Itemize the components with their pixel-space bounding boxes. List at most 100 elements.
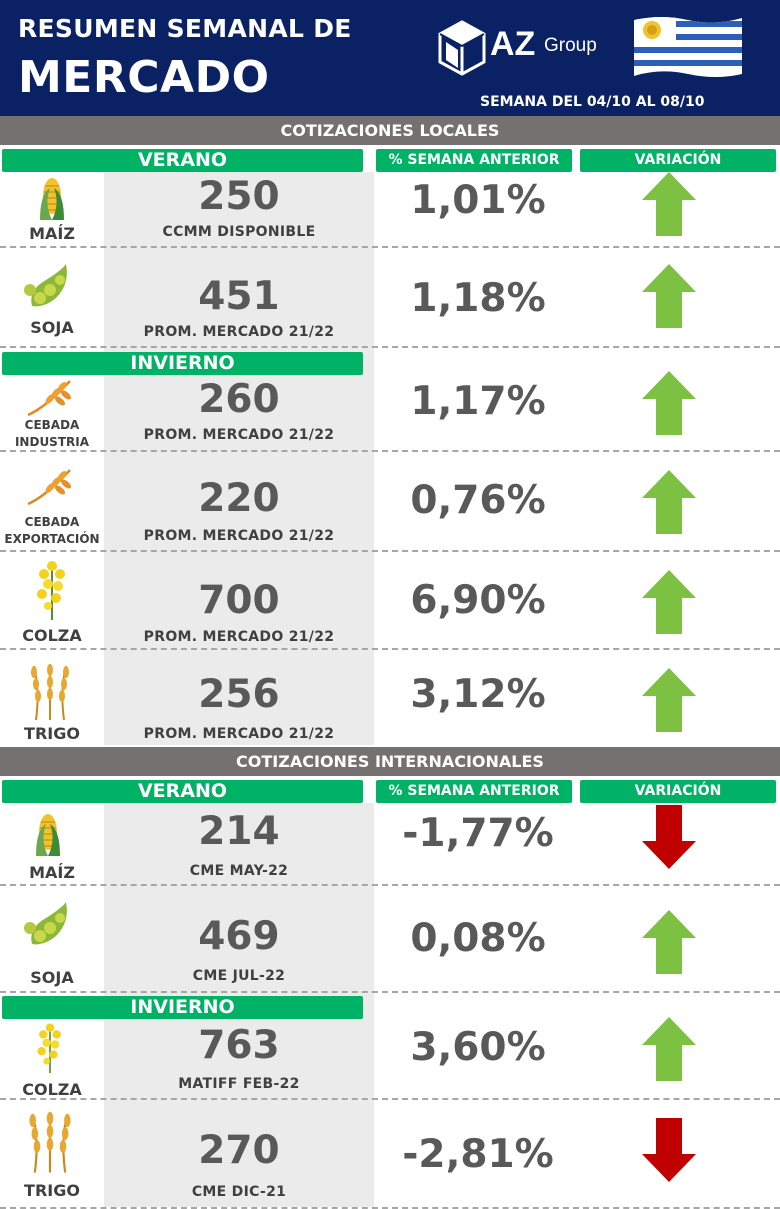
row-divider bbox=[0, 246, 780, 248]
row-divider bbox=[0, 550, 780, 552]
logo-group-text: Group bbox=[544, 35, 597, 56]
arrow-up-icon bbox=[642, 668, 696, 732]
crop-label: COLZA bbox=[22, 1080, 82, 1099]
crop-label: COLZA bbox=[22, 626, 82, 645]
crop-label: MAÍZ bbox=[29, 863, 75, 882]
pct-change: 6,90% bbox=[410, 578, 546, 623]
title-line2: MERCADO bbox=[18, 52, 270, 103]
price-source: PROM. MERCADO 21/22 bbox=[143, 528, 335, 544]
crop-label: SOJA bbox=[30, 318, 74, 337]
arrow-up-icon bbox=[642, 1017, 696, 1081]
corn-icon bbox=[40, 178, 64, 220]
wheat-icon bbox=[31, 664, 69, 720]
arrow-up-icon bbox=[642, 172, 696, 236]
crop-label: TRIGO bbox=[24, 724, 80, 743]
rapeseed-icon bbox=[37, 1023, 61, 1073]
crop-label-line2: EXPORTACIÓN bbox=[4, 532, 100, 546]
crop-label-line2: INDUSTRIA bbox=[14, 435, 90, 449]
row-divider bbox=[0, 884, 780, 886]
local-winter-header: INVIERNO bbox=[2, 352, 363, 375]
local-row-soja: SOJA 451 PROM. MERCADO 21/22 1,18% bbox=[0, 248, 780, 346]
crop-label: TRIGO bbox=[24, 1181, 80, 1200]
pct-change: 1,17% bbox=[410, 379, 546, 424]
week-range: SEMANA DEL 04/10 AL 08/10 bbox=[480, 94, 705, 110]
price-source: PROM. MERCADO 21/22 bbox=[143, 726, 335, 742]
pct-change: 0,08% bbox=[410, 916, 546, 961]
international-variation-header: VARIACIÓN bbox=[580, 780, 776, 803]
arrow-up-icon bbox=[642, 910, 696, 974]
price-source: PROM. MERCADO 21/22 bbox=[143, 427, 335, 443]
title-line1: RESUMEN SEMANAL DE bbox=[18, 14, 352, 43]
local-pct-header: % SEMANA ANTERIOR bbox=[376, 149, 572, 172]
local-row-trigo: TRIGO 256 PROM. MERCADO 21/22 3,12% bbox=[0, 650, 780, 745]
crop-label: CEBADA INDUSTRIA bbox=[0, 417, 104, 451]
arrow-up-icon bbox=[642, 371, 696, 435]
arrow-down-icon bbox=[642, 1118, 696, 1182]
row-divider bbox=[0, 346, 780, 348]
local-row-cebada-industria: CEBADA INDUSTRIA 260 PROM. MERCADO 21/22… bbox=[0, 371, 780, 451]
price-value: 451 bbox=[198, 274, 280, 319]
international-row-soja: SOJA 469 CME JUL-22 0,08% bbox=[0, 886, 780, 991]
row-divider bbox=[0, 1207, 780, 1209]
pct-change: 3,60% bbox=[410, 1025, 546, 1070]
local-row-maiz: MAÍZ 250 CCMM DISPONIBLE 1,01% bbox=[0, 172, 780, 246]
price-source: CCMM DISPONIBLE bbox=[162, 224, 316, 240]
price-value: 250 bbox=[198, 174, 280, 219]
international-pct-header: % SEMANA ANTERIOR bbox=[376, 780, 572, 803]
corn-icon bbox=[36, 814, 60, 856]
row-divider bbox=[0, 1098, 780, 1100]
local-section-bar: COTIZACIONES LOCALES bbox=[0, 116, 780, 145]
rapeseed-icon bbox=[37, 561, 65, 620]
crop-label: SOJA bbox=[30, 968, 74, 987]
international-winter-header: INVIERNO bbox=[2, 996, 363, 1019]
price-value: 256 bbox=[198, 672, 280, 717]
local-row-colza: COLZA 700 PROM. MERCADO 21/22 6,90% bbox=[0, 552, 780, 648]
local-summer-header: VERANO bbox=[2, 149, 363, 172]
international-section-bar: COTIZACIONES INTERNACIONALES bbox=[0, 747, 780, 776]
price-value: 220 bbox=[198, 476, 280, 521]
pct-change: -1,77% bbox=[402, 811, 554, 856]
local-row-cebada-exportacion: CEBADA EXPORTACIÓN 220 PROM. MERCADO 21/… bbox=[0, 452, 780, 550]
price-value: 700 bbox=[198, 578, 280, 623]
logo-text: AZ bbox=[490, 25, 536, 63]
pct-change: 3,12% bbox=[410, 672, 546, 717]
arrow-up-icon bbox=[642, 570, 696, 634]
row-divider bbox=[0, 648, 780, 650]
international-row-trigo: TRIGO 270 CME DIC-21 -2,81% bbox=[0, 1100, 780, 1207]
uruguay-flag-icon bbox=[634, 17, 742, 77]
header-banner: RESUMEN SEMANAL DE MERCADO AZ Group bbox=[0, 0, 780, 116]
crop-label-line1: CEBADA bbox=[24, 515, 80, 529]
soy-icon bbox=[24, 264, 67, 307]
price-source: MATIFF FEB-22 bbox=[178, 1076, 300, 1092]
price-source: PROM. MERCADO 21/22 bbox=[143, 324, 335, 340]
row-divider bbox=[0, 450, 780, 452]
price-source: CME MAY-22 bbox=[189, 863, 289, 879]
az-group-logo: AZ Group bbox=[438, 20, 608, 76]
crop-label: MAÍZ bbox=[29, 224, 75, 243]
barley-icon bbox=[27, 469, 71, 506]
international-row-maiz: MAÍZ 214 CME MAY-22 -1,77% bbox=[0, 803, 780, 884]
pct-change: -2,81% bbox=[402, 1132, 554, 1177]
arrow-up-icon bbox=[642, 264, 696, 328]
az-cube-icon bbox=[438, 20, 486, 76]
international-row-colza: COLZA 763 MATIFF FEB-22 3,60% bbox=[0, 1017, 780, 1099]
price-value: 270 bbox=[198, 1128, 280, 1173]
wheat-icon bbox=[29, 1111, 71, 1173]
arrow-down-icon bbox=[642, 805, 696, 869]
row-divider bbox=[0, 991, 780, 993]
price-source: PROM. MERCADO 21/22 bbox=[143, 629, 335, 645]
price-value: 469 bbox=[198, 914, 280, 959]
price-source: CME JUL-22 bbox=[192, 968, 286, 984]
price-source: CME DIC-21 bbox=[191, 1184, 287, 1200]
price-value: 214 bbox=[198, 809, 280, 854]
local-variation-header: VARIACIÓN bbox=[580, 149, 776, 172]
crop-label: CEBADA EXPORTACIÓN bbox=[0, 514, 104, 548]
international-summer-header: VERANO bbox=[2, 780, 363, 803]
crop-label-line1: CEBADA bbox=[24, 418, 80, 432]
pct-change: 1,18% bbox=[410, 276, 546, 321]
soy-icon bbox=[24, 902, 67, 945]
barley-icon bbox=[27, 380, 71, 417]
price-value: 763 bbox=[198, 1023, 280, 1068]
pct-change: 0,76% bbox=[410, 478, 546, 523]
pct-change: 1,01% bbox=[410, 178, 546, 223]
